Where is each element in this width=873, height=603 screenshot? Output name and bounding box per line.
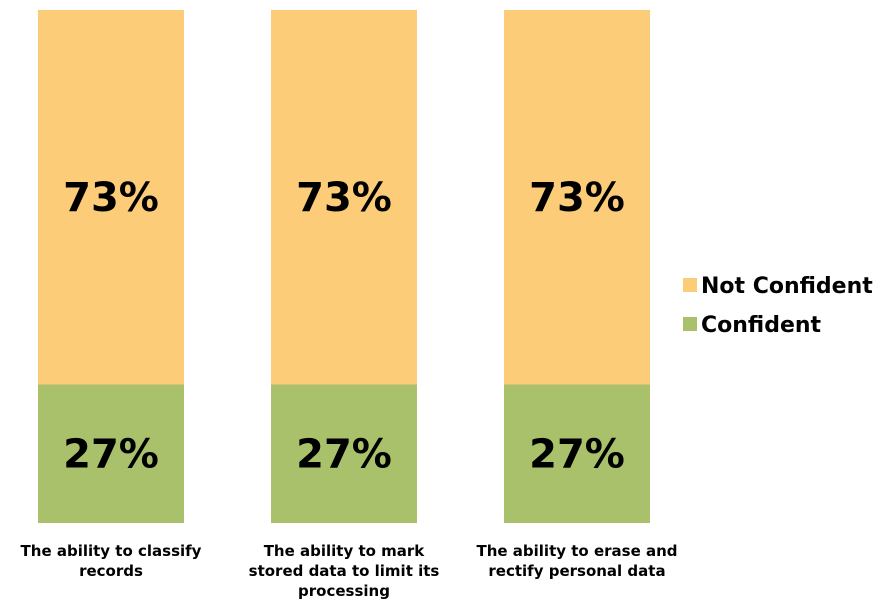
category-label-line: records	[79, 562, 143, 580]
data-label-confident-3: 27%	[529, 432, 625, 478]
bar-not-confident-1	[38, 10, 184, 385]
category-label-line: The ability to classify	[21, 542, 202, 560]
bar-not-confident-2	[271, 10, 417, 385]
category-label-1: The ability to classify records	[21, 542, 202, 580]
data-label-not-confident-2: 73%	[296, 175, 392, 221]
bar-confident-3	[504, 384, 650, 523]
bars-layer: 27% 73% 27% 73% 27% 73%	[38, 10, 650, 523]
category-label-2: The ability to mark stored data to limit …	[249, 542, 440, 600]
category-label-line: stored data to limit its	[249, 562, 440, 580]
category-label-line: rectify personal data	[488, 562, 665, 580]
legend-swatch-confident	[683, 317, 697, 331]
bar-not-confident-3	[504, 10, 650, 385]
legend-label-not-confident: Not Confident	[701, 274, 873, 299]
data-label-not-confident-1: 73%	[63, 175, 159, 221]
legend-label-confident: Confident	[701, 313, 822, 338]
category-label-line: The ability to mark	[264, 542, 426, 560]
category-label-line: The ability to erase and	[476, 542, 677, 560]
category-label-line: processing	[298, 582, 390, 600]
data-label-confident-1: 27%	[63, 432, 159, 478]
bar-confident-2	[271, 384, 417, 523]
bar-confident-1	[38, 384, 184, 523]
category-label-3: The ability to erase and rectify personal…	[476, 542, 677, 580]
data-label-not-confident-3: 73%	[529, 175, 625, 221]
legend: Not Confident Confident	[683, 274, 873, 338]
legend-swatch-not-confident	[683, 278, 697, 292]
data-label-confident-2: 27%	[296, 432, 392, 478]
